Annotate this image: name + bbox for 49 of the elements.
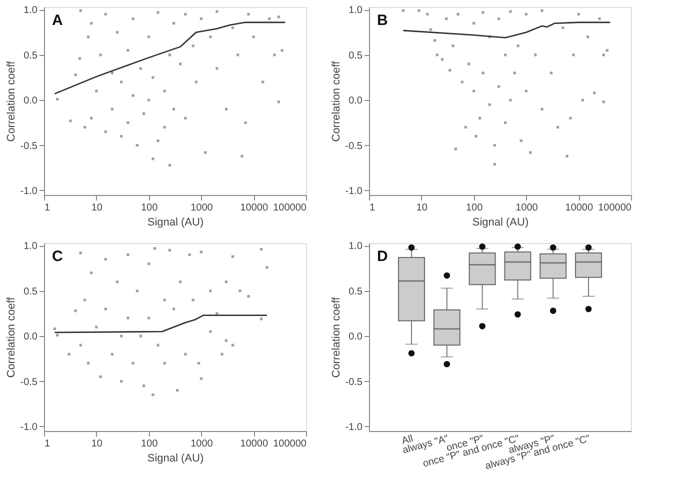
x-tick-label: 100 (140, 438, 158, 450)
y-tick-label: -0.5 (20, 376, 38, 388)
x-tick-label: 10000 (240, 438, 268, 450)
x-axis-title: Signal (AU) (472, 216, 529, 228)
y-tick-label: 1.0 (24, 241, 38, 252)
x-tick-label: 1 (370, 202, 376, 214)
y-tick-label: -1.0 (345, 186, 363, 197)
y-axis-title: Correlation coeff (5, 60, 18, 142)
x-tick-label: 1 (44, 202, 50, 214)
y-tick-label: -0.5 (345, 140, 363, 152)
x-tick-label: 100 (466, 202, 484, 214)
y-tick-label: -1.0 (20, 422, 38, 433)
y-axis-title: Correlation coeff (5, 296, 18, 378)
y-axis-title: Correlation coeff (330, 296, 342, 378)
y-axis-title: Correlation coeff (330, 60, 342, 142)
x-tick-label: 10000 (240, 202, 268, 214)
annotation: C (52, 248, 63, 265)
y-tick-label: 0.0 (348, 332, 363, 343)
y-tick-label: -0.5 (20, 140, 38, 152)
x-axis-title: Signal (AU) (147, 216, 204, 228)
x-tick-label: 10 (91, 438, 103, 450)
y-tick-label: 1.0 (24, 5, 38, 16)
y-tick-label: 1.0 (348, 5, 363, 16)
y-tick-label: -0.5 (345, 376, 363, 388)
x-tick-label: 1000 (190, 202, 214, 214)
x-tick-label: 100000 (598, 202, 632, 214)
x-tick-label: 1000 (190, 438, 214, 450)
x-tick-label: 1000 (516, 202, 538, 214)
y-tick-label: 0.5 (24, 286, 38, 298)
x-tick-label: 10 (416, 202, 428, 214)
y-tick-label: 0.5 (24, 50, 38, 62)
y-tick-label: 1.0 (348, 241, 363, 252)
y-tick-label: 0.0 (24, 332, 38, 343)
y-tick-label: 0.0 (348, 96, 363, 107)
annotation: A (52, 12, 63, 29)
x-tick-label: 100 (140, 202, 158, 214)
y-tick-label: -1.0 (20, 186, 38, 197)
x-tick-label: 10000 (565, 202, 594, 214)
x-axis-title: Signal (AU) (147, 452, 204, 464)
x-tick-label: 10 (91, 202, 103, 214)
y-tick-label: -1.0 (345, 422, 363, 433)
y-tick-label: 0.5 (348, 50, 363, 62)
x-tick-label: 1 (44, 438, 50, 450)
annotation: D (377, 248, 388, 265)
y-tick-label: 0.5 (348, 286, 363, 298)
x-tick-label: 100000 (273, 202, 307, 214)
annotation: B (377, 12, 388, 29)
y-tick-label: 0.0 (24, 96, 38, 107)
x-tick-label: 100000 (273, 438, 307, 450)
